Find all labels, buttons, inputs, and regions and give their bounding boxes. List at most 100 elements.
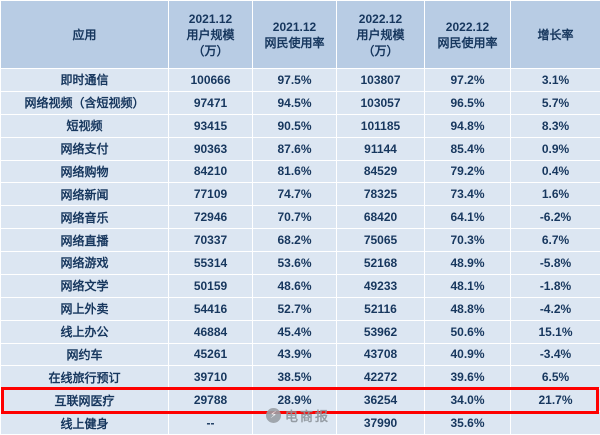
value-cell: 0.4% [510,159,600,184]
column-header-1: 2021.12 用户规模 （万） [168,0,253,69]
value-cell: 53962 [336,319,425,344]
value-cell: 49233 [336,273,425,298]
value-cell: 101185 [336,113,425,138]
value-cell: 38.5% [252,365,337,390]
app-name-cell: 线上办公 [0,319,169,344]
table-row: 网络直播 70337 68.2% 75065 70.3% 6.7% [0,228,600,252]
value-cell: 43708 [336,342,425,367]
value-cell: 48.1% [424,273,511,298]
value-cell: 48.6% [252,273,337,298]
app-name-cell: 线上健身 [0,411,169,435]
value-cell: 73.4% [424,182,511,207]
value-cell: 85.4% [424,136,511,161]
header-row: 应用 2021.12 用户规模 （万） 2021.12 网民使用率 2022.12 用户规模（… [0,0,600,69]
watermark-logo-icon: ⚡ [266,408,281,423]
value-cell: 3.1% [510,68,600,92]
value-cell: 94.8% [424,113,511,138]
value-cell: 36254 [336,388,425,413]
value-cell [510,411,600,435]
value-cell: 70.7% [252,205,337,230]
table-row: 网络视频（含短视频） 97471 94.5% 103057 96.5% 5.7% [0,90,600,115]
value-cell: -- [168,411,253,435]
value-cell: 91144 [336,136,425,161]
value-cell: 72946 [168,205,253,230]
value-cell: 68.2% [252,228,337,252]
table-row: 即时通信 100666 97.5% 103807 97.2% 3.1% [0,68,600,92]
value-cell: 84529 [336,159,425,184]
table-row: 网络音乐 72946 70.7% 68420 64.1% -6.2% [0,205,600,230]
value-cell: 39.6% [424,365,511,390]
value-cell: 42272 [336,365,425,390]
app-name-cell: 网络音乐 [0,205,169,230]
value-cell: 37990 [336,411,425,435]
app-name-cell: 网络新闻 [0,182,169,207]
value-cell: 100666 [168,68,253,92]
app-name-cell: 网络支付 [0,136,169,161]
table-row: 网络文学 50159 48.6% 49233 48.1% -1.8% [0,273,600,298]
table-row: 网络游戏 55314 53.6% 52168 48.9% -5.8% [0,251,600,275]
watermark: ⚡ 电商报 [266,406,330,425]
value-cell: 90.5% [252,113,337,138]
value-cell: 40.9% [424,342,511,367]
value-cell: 77109 [168,182,253,207]
value-cell: 70.3% [424,228,511,252]
value-cell: 54416 [168,296,253,321]
app-name-cell: 即时通信 [0,68,169,92]
app-name-cell: 网络文学 [0,273,169,298]
column-header-5: 增长率 [510,0,600,69]
table-body: 即时通信 100666 97.5% 103807 97.2% 3.1% 网络视频（含短视频）… [0,68,600,435]
value-cell: -5.8% [510,251,600,275]
table-row: 线上办公 46884 45.4% 53962 50.6% 15.1% [0,319,600,344]
table-row: 互联网医疗 29788 28.9% 36254 34.0% 21.7% [0,388,600,413]
table-row: 在线旅行预订 39710 38.5% 42272 39.6% 6.5% [0,365,600,390]
value-cell: 35.6% [424,411,511,435]
value-cell: 15.1% [510,319,600,344]
value-cell: 45.4% [252,319,337,344]
value-cell: 48.9% [424,251,511,275]
table-row: 线上健身 -- 37990 35.6% [0,411,600,435]
table-row: 网络新闻 77109 74.7% 78325 73.4% 1.6% [0,182,600,207]
value-cell: 53.6% [252,251,337,275]
table-row: 网络支付 90363 87.6% 91144 85.4% 0.9% [0,136,600,161]
app-name-cell: 在线旅行预订 [0,365,169,390]
watermark-text: 电商报 [285,409,331,424]
table-row: 网络购物 84210 81.6% 84529 79.2% 0.4% [0,159,600,184]
value-cell: 48.8% [424,296,511,321]
column-header-4: 2022.12 网民使用率 [424,0,511,69]
value-cell: -3.4% [510,342,600,367]
value-cell: 74.7% [252,182,337,207]
app-name-cell: 互联网医疗 [0,388,169,413]
column-header-3: 2022.12 用户规模 （万） [336,0,425,69]
value-cell: 103057 [336,90,425,115]
value-cell: -4.2% [510,296,600,321]
value-cell: 6.5% [510,365,600,390]
column-header-0: 应用 [0,0,169,69]
value-cell: 94.5% [252,90,337,115]
app-name-cell: 网络购物 [0,159,169,184]
value-cell: 52116 [336,296,425,321]
value-cell: 78325 [336,182,425,207]
app-name-cell: 网络视频（含短视频） [0,90,169,115]
app-name-cell: 网络游戏 [0,251,169,275]
app-name-cell: 短视频 [0,113,169,138]
value-cell: 97.5% [252,68,337,92]
value-cell: 0.9% [510,136,600,161]
value-cell: 43.9% [252,342,337,367]
value-cell: 87.6% [252,136,337,161]
value-cell: 68420 [336,205,425,230]
value-cell: 52.7% [252,296,337,321]
value-cell: 97471 [168,90,253,115]
value-cell: 55314 [168,251,253,275]
value-cell: -1.8% [510,273,600,298]
value-cell: 5.7% [510,90,600,115]
value-cell: 97.2% [424,68,511,92]
value-cell: 96.5% [424,90,511,115]
table-row: 网上外卖 54416 52.7% 52116 48.8% -4.2% [0,296,600,321]
app-name-cell: 网约车 [0,342,169,367]
value-cell: 79.2% [424,159,511,184]
value-cell: 6.7% [510,228,600,252]
value-cell: 46884 [168,319,253,344]
value-cell: 8.3% [510,113,600,138]
